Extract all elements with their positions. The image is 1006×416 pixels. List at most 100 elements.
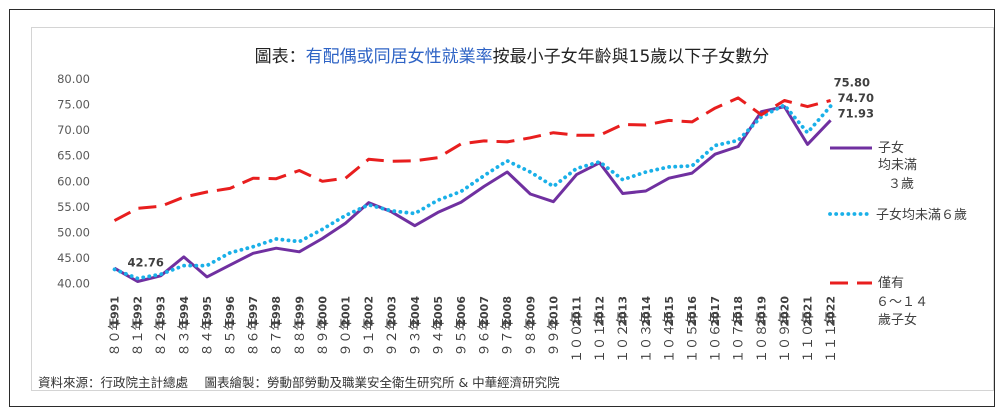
y-tick-label: 40.00 — [57, 277, 90, 291]
y-tick-label: 45.00 — [57, 251, 90, 265]
data-label-under6: 74.70 — [838, 91, 874, 105]
y-tick-label: 55.00 — [57, 200, 90, 214]
x-tick-label: 2015 — [663, 296, 676, 327]
y-tick-label: 65.00 — [57, 149, 90, 163]
chart-title-prefix: 圖表： — [255, 47, 306, 67]
x-tick-roc-label: １０７年 — [732, 311, 747, 363]
x-tick-label: 1997 — [247, 296, 260, 327]
series-line-only6to14 — [113, 96, 831, 222]
x-tick-roc-label: ９３年 — [408, 317, 423, 356]
data-label-only6to14: 75.80 — [834, 75, 870, 89]
legend-label-only6to14: ６～１４ — [876, 295, 928, 310]
legend-label-under3: ３歲 — [888, 177, 914, 192]
x-tick-label: 2018 — [732, 296, 745, 327]
x-tick-label: 2002 — [363, 296, 376, 327]
x-tick-roc-label: ９４年 — [431, 317, 446, 356]
x-axis: 1991８０年1992８１年1993８２年1994８３年1995８４年1996８… — [108, 296, 839, 363]
x-tick-label: 2009 — [524, 296, 537, 327]
chart-title: 圖表：有配偶或同居女性就業率按最小子女年齡與15歲以下子女數分 — [255, 47, 770, 67]
x-tick-label: 2014 — [640, 296, 653, 327]
x-tick-roc-label: ９９年 — [547, 317, 562, 356]
x-tick-roc-label: ８０年 — [108, 317, 123, 356]
y-tick-label: 60.00 — [57, 174, 90, 188]
x-tick-roc-label: １０５年 — [686, 311, 701, 363]
series-layer — [112, 96, 833, 283]
x-tick-label: 2013 — [617, 296, 630, 327]
y-tick-label: 75.00 — [57, 98, 90, 112]
x-tick-roc-label: １０８年 — [755, 311, 770, 363]
x-tick-roc-label: １００年 — [570, 311, 585, 363]
x-tick-roc-label: １０３年 — [639, 311, 654, 363]
x-tick-roc-label: ８９年 — [316, 317, 331, 356]
x-tick-label: 2006 — [455, 296, 468, 327]
x-tick-label: 2022 — [825, 296, 838, 327]
x-tick-roc-label: １０４年 — [662, 311, 677, 363]
x-tick-roc-label: ８６年 — [247, 317, 262, 356]
x-tick-label: 2020 — [778, 296, 791, 327]
source-note: 資料來源：行政院主計總處 圖表繪製：勞動部勞動及職業安全衛生研究所 & 中華經濟… — [38, 375, 560, 390]
x-tick-roc-label: １０６年 — [709, 311, 724, 363]
chart-title-suffix: 按最小子女年齡與15歲以下子女數分 — [493, 47, 770, 67]
employment-rate-line-chart: 圖表：有配偶或同居女性就業率按最小子女年齡與15歲以下子女數分 40.00 45.… — [38, 47, 967, 390]
legend-label-under3: 均未滿 — [878, 157, 917, 173]
legend-label-only6to14: 僅有 — [878, 276, 904, 291]
x-tick-label: 1999 — [293, 296, 306, 327]
series-line-under6 — [112, 103, 833, 281]
x-tick-label: 1991 — [109, 296, 122, 327]
x-tick-roc-label: ８１年 — [131, 317, 146, 356]
x-tick-label: 2021 — [802, 296, 815, 327]
legend-label-only6to14: 歲子女 — [878, 312, 917, 328]
data-label-under6: 42.76 — [128, 255, 164, 269]
y-tick-label: 70.00 — [57, 123, 90, 137]
x-tick-label: 1993 — [155, 296, 168, 327]
x-tick-roc-label: ８３年 — [177, 317, 192, 356]
x-tick-roc-label: １０１年 — [593, 311, 608, 363]
x-tick-label: 2016 — [686, 296, 699, 327]
x-tick-roc-label: ９５年 — [455, 317, 470, 356]
x-tick-roc-label: ８２年 — [154, 317, 169, 356]
x-tick-label: 1992 — [132, 296, 145, 327]
x-tick-roc-label: １０９年 — [778, 311, 793, 363]
y-tick-label: 80.00 — [57, 72, 90, 86]
x-tick-roc-label: ９１年 — [362, 317, 377, 356]
x-tick-label: 1995 — [201, 296, 214, 327]
x-tick-label: 2004 — [409, 296, 422, 327]
x-tick-label: 2017 — [709, 296, 722, 327]
x-tick-roc-label: ９７年 — [501, 317, 516, 356]
x-tick-roc-label: ８８年 — [293, 317, 308, 356]
chart-frame: 圖表：有配偶或同居女性就業率按最小子女年齡與15歲以下子女數分 40.00 45.… — [9, 9, 995, 407]
x-tick-label: 2019 — [755, 296, 768, 327]
x-tick-label: 2011 — [571, 296, 584, 327]
y-axis: 40.00 45.00 50.00 55.00 60.00 65.00 70.00 75.00… — [57, 72, 90, 291]
chart-area: 圖表：有配偶或同居女性就業率按最小子女年齡與15歲以下子女數分 40.00 45.… — [31, 27, 994, 391]
legend-label-under3: 子女 — [878, 140, 904, 156]
x-tick-roc-label: １１１年 — [824, 311, 839, 363]
x-tick-label: 2012 — [594, 296, 607, 327]
x-tick-roc-label: ９０年 — [339, 317, 354, 356]
x-tick-roc-label: ９６年 — [478, 317, 493, 356]
x-tick-label: 1996 — [224, 296, 237, 327]
x-tick-label: 2003 — [386, 296, 399, 327]
x-tick-label: 2000 — [316, 296, 329, 327]
x-tick-label: 2001 — [340, 296, 353, 327]
x-tick-roc-label: １０２年 — [616, 311, 631, 363]
legend-label-under6: 子女均未滿６歲 — [876, 207, 967, 223]
x-tick-roc-label: １１０年 — [801, 311, 816, 363]
x-tick-label: 2007 — [478, 296, 491, 327]
data-label-under3: 71.93 — [838, 106, 874, 120]
x-tick-roc-label: ８７年 — [270, 317, 285, 356]
chart-title-highlight: 有配偶或同居女性就業率 — [306, 47, 493, 67]
series-line-under3 — [113, 105, 832, 283]
x-tick-label: 1994 — [178, 296, 191, 327]
x-tick-label: 2010 — [547, 296, 560, 327]
x-tick-roc-label: ９２年 — [385, 317, 400, 356]
x-tick-label: 1998 — [270, 296, 283, 327]
x-tick-label: 2005 — [432, 296, 445, 327]
x-tick-label: 2008 — [501, 296, 514, 327]
y-tick-label: 50.00 — [57, 225, 90, 239]
x-tick-roc-label: ８５年 — [224, 317, 239, 356]
x-tick-roc-label: ８４年 — [200, 317, 215, 356]
x-tick-roc-label: ９８年 — [524, 317, 539, 356]
